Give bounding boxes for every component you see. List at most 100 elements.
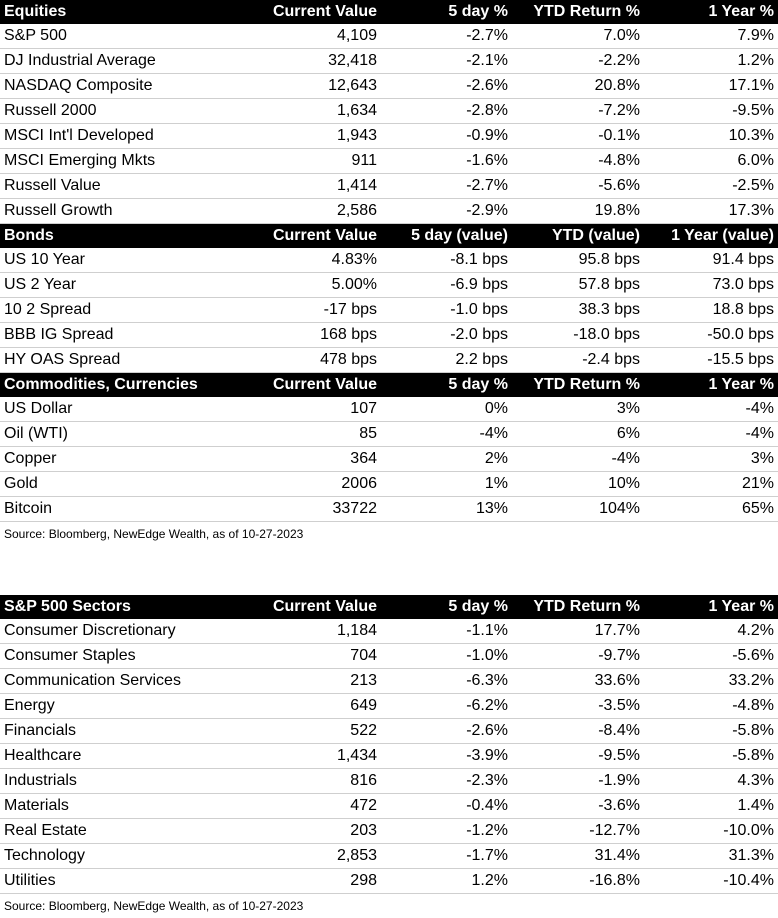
column-header: 5 day % [381,372,512,397]
row-label: Russell 2000 [0,98,265,124]
column-header: YTD Return % [512,595,644,619]
cell-value: 2% [381,446,512,472]
cell-value: 13% [381,496,512,522]
row-label: Copper [0,446,265,472]
cell-value: -50.0 bps [644,322,778,348]
table-row: Copper 364 2% -4% 3% [0,446,778,472]
cell-value: 6.0% [644,148,778,174]
table-row: NASDAQ Composite 12,643 -2.6% 20.8% 17.1% [0,73,778,99]
cell-value: -4.8% [512,148,644,174]
cell-value: 213 [265,668,381,694]
cell-value: 6% [512,421,644,447]
cell-value: -2.2% [512,48,644,74]
row-label: Industrials [0,768,265,794]
cell-value: -8.1 bps [381,248,512,273]
section-header-row: Equities Current Value 5 day % YTD Return %… [0,0,778,24]
table-row: Technology 2,853 -1.7% 31.4% 31.3% [0,843,778,869]
table-row: MSCI Emerging Mkts 911 -1.6% -4.8% 6.0% [0,148,778,174]
cell-value: -0.9% [381,123,512,149]
cell-value: -6.3% [381,668,512,694]
table-row: US 10 Year 4.83% -8.1 bps 95.8 bps 91.4 bps [0,248,778,273]
row-label: MSCI Int'l Developed [0,123,265,149]
cell-value: 17.7% [512,619,644,644]
cell-value: 73.0 bps [644,272,778,298]
section-title: Commodities, Currencies [0,372,265,397]
cell-value: 1,414 [265,173,381,199]
cell-value: -10.0% [644,818,778,844]
sectors-table: S&P 500 Sectors Current Value 5 day % YTD R… [0,595,778,894]
cell-value: 816 [265,768,381,794]
cell-value: 298 [265,868,381,894]
row-label: Consumer Staples [0,643,265,669]
cell-value: 649 [265,693,381,719]
cell-value: -1.1% [381,619,512,644]
cell-value: 168 bps [265,322,381,348]
cell-value: -2.5% [644,173,778,199]
table-row: Utilities 298 1.2% -16.8% -10.4% [0,868,778,894]
cell-value: -2.7% [381,173,512,199]
table-row: Consumer Discretionary 1,184 -1.1% 17.7% 4.2… [0,619,778,644]
cell-value: 65% [644,496,778,522]
cell-value: -0.4% [381,793,512,819]
cell-value: 5.00% [265,272,381,298]
cell-value: 1.4% [644,793,778,819]
cell-value: 7.0% [512,24,644,49]
cell-value: 7.9% [644,24,778,49]
column-header: 1 Year % [644,0,778,24]
cell-value: -8.4% [512,718,644,744]
cell-value: -16.8% [512,868,644,894]
row-label: NASDAQ Composite [0,73,265,99]
section-header-row: Bonds Current Value 5 day (value) YTD (valu… [0,223,778,248]
row-label: US Dollar [0,397,265,422]
table-row: Healthcare 1,434 -3.9% -9.5% -5.8% [0,743,778,769]
cell-value: -1.2% [381,818,512,844]
cell-value: -4% [644,397,778,422]
cell-value: -5.8% [644,718,778,744]
column-header: Current Value [265,372,381,397]
cell-value: 0% [381,397,512,422]
cell-value: 33722 [265,496,381,522]
cell-value: 95.8 bps [512,248,644,273]
row-label: Communication Services [0,668,265,694]
cell-value: 38.3 bps [512,297,644,323]
row-label: 10 2 Spread [0,297,265,323]
cell-value: 4,109 [265,24,381,49]
cell-value: 704 [265,643,381,669]
table-row: Communication Services 213 -6.3% 33.6% 33.2% [0,668,778,694]
cell-value: 19.8% [512,198,644,224]
row-label: Consumer Discretionary [0,619,265,644]
table-row: US 2 Year 5.00% -6.9 bps 57.8 bps 73.0 bps [0,272,778,298]
row-label: Oil (WTI) [0,421,265,447]
row-label: Bitcoin [0,496,265,522]
cell-value: 2.2 bps [381,347,512,373]
cell-value: -12.7% [512,818,644,844]
cell-value: 104% [512,496,644,522]
cell-value: -3.6% [512,793,644,819]
section-title: Equities [0,0,265,24]
row-label: Utilities [0,868,265,894]
row-label: Gold [0,471,265,497]
cell-value: 2,853 [265,843,381,869]
cell-value: 1.2% [644,48,778,74]
section-title: Bonds [0,223,265,248]
section-title: S&P 500 Sectors [0,595,265,619]
cell-value: -5.6% [512,173,644,199]
cell-value: -9.5% [644,98,778,124]
column-header: 1 Year (value) [644,223,778,248]
table-row: Russell Growth 2,586 -2.9% 19.8% 17.3% [0,198,778,224]
cell-value: -9.5% [512,743,644,769]
table-row: S&P 500 4,109 -2.7% 7.0% 7.9% [0,24,778,49]
table-row: US Dollar 107 0% 3% -4% [0,397,778,422]
cell-value: -4% [512,446,644,472]
cell-value: 32,418 [265,48,381,74]
column-header: YTD Return % [512,372,644,397]
column-header: Current Value [265,595,381,619]
cell-value: 2006 [265,471,381,497]
column-header: 5 day (value) [381,223,512,248]
column-header: YTD Return % [512,0,644,24]
row-label: Russell Growth [0,198,265,224]
cell-value: -5.6% [644,643,778,669]
cell-value: 1,943 [265,123,381,149]
cell-value: -2.6% [381,718,512,744]
